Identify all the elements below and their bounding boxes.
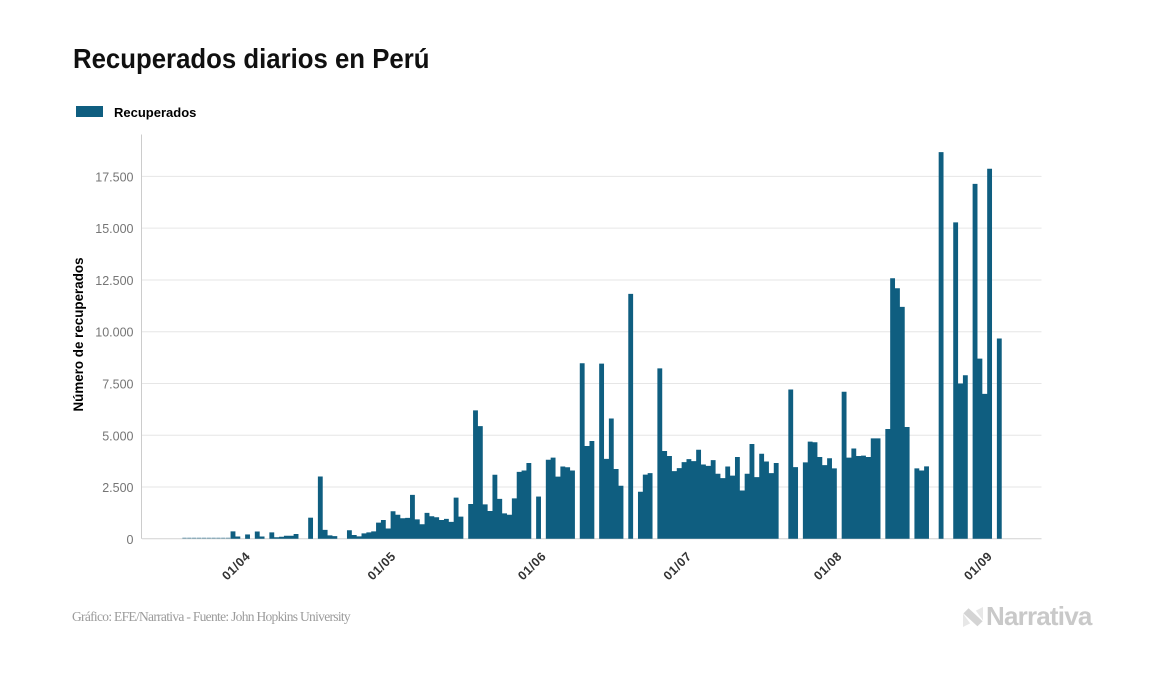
- svg-text:01/07: 01/07: [661, 549, 695, 583]
- svg-text:01/04: 01/04: [219, 549, 253, 583]
- svg-text:5.000: 5.000: [102, 429, 133, 443]
- svg-text:01/08: 01/08: [811, 549, 845, 583]
- svg-text:01/06: 01/06: [515, 549, 549, 583]
- svg-text:0: 0: [127, 533, 134, 547]
- svg-text:Número de recuperados: Número de recuperados: [71, 257, 86, 411]
- svg-text:10.000: 10.000: [95, 326, 133, 340]
- svg-text:01/05: 01/05: [365, 549, 399, 583]
- svg-text:17.500: 17.500: [95, 170, 133, 184]
- svg-text:2.500: 2.500: [102, 481, 133, 495]
- svg-text:01/09: 01/09: [961, 549, 995, 583]
- svg-text:15.000: 15.000: [95, 222, 133, 236]
- svg-text:7.500: 7.500: [102, 377, 133, 391]
- svg-text:12.500: 12.500: [95, 274, 133, 288]
